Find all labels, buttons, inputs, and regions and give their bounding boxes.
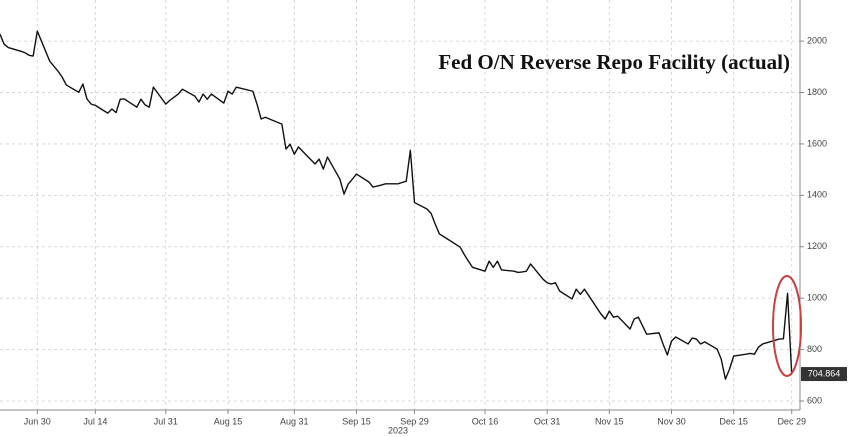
x-tick-label: Jun 30: [24, 416, 51, 426]
y-tick-label: 2000: [807, 36, 827, 46]
x-tick-label: Dec 15: [719, 416, 748, 426]
x-tick-label: Aug 15: [214, 416, 243, 426]
y-tick-label: 1400: [807, 190, 827, 200]
x-axis-label: 2023: [388, 425, 408, 435]
x-tick-label: Sep 29: [400, 416, 429, 426]
last-value-label: 704.864: [808, 368, 841, 378]
x-tick-label: Aug 31: [280, 416, 309, 426]
x-tick-label: Oct 31: [534, 416, 561, 426]
grid: [0, 0, 800, 410]
x-tick-label: Jul 14: [83, 416, 107, 426]
y-tick-label: 1600: [807, 138, 827, 148]
x-tick-label: Jul 31: [154, 416, 178, 426]
chart-title: Fed O/N Reverse Repo Facility (actual): [438, 50, 790, 74]
y-tick-label: 1000: [807, 293, 827, 303]
x-tick-label: Nov 30: [657, 416, 686, 426]
x-tick-label: Sep 15: [342, 416, 371, 426]
y-tick-label: 600: [807, 395, 822, 405]
y-tick-label: 1800: [807, 87, 827, 97]
y-tick-label: 1200: [807, 241, 827, 251]
series-line: [0, 30, 793, 380]
last-value-box: [801, 367, 847, 382]
y-tick-label: 800: [807, 344, 822, 354]
highlight-ellipse: [772, 275, 802, 377]
x-tick-label: Dec 29: [777, 416, 806, 426]
plot: [0, 30, 793, 380]
x-tick-label: Oct 16: [472, 416, 499, 426]
x-tick-label: Nov 15: [595, 416, 624, 426]
